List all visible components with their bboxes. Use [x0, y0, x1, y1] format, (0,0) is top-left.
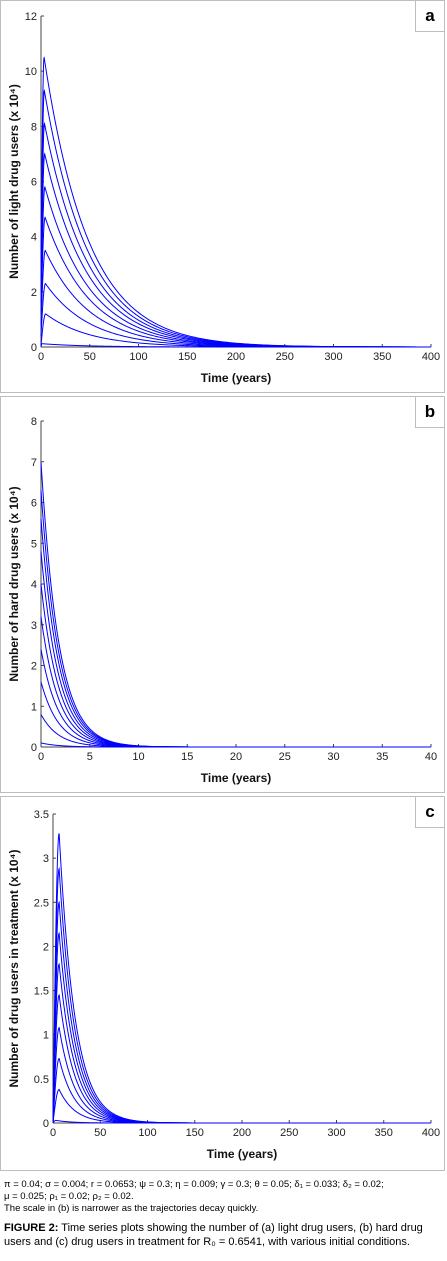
series-line	[40, 343, 431, 348]
y-tick-label: 6	[31, 498, 37, 510]
series-line	[52, 962, 431, 1124]
chart-c: 0 50 100 150 200 250 300 350 400 0 0.5 1 1.5 2 2.5 3 3.5…	[7, 809, 440, 1161]
y-tick-label: 6	[31, 177, 37, 189]
y-tick-label: 1	[43, 1030, 49, 1042]
x-tick-label: 200	[227, 351, 245, 363]
x-tick-label: 0	[50, 1127, 56, 1139]
x-tick-label: 100	[138, 1127, 156, 1139]
panel-b: 0 5 10 15 20 25 30 35 40 0 1 2 3 4 5 6 7 8 Time (years) Num…	[0, 396, 445, 793]
x-tick-label: 200	[233, 1127, 251, 1139]
x-tick-label: 20	[230, 751, 242, 763]
y-tick-label: 2	[31, 661, 37, 673]
x-tick-label: 5	[87, 751, 93, 763]
series-line	[40, 121, 431, 348]
y-tick-label: 10	[25, 66, 37, 78]
y-axis-label: Number of drug users in treatment (x 10⁴…	[7, 850, 21, 1088]
y-tick-label: 7	[31, 457, 37, 469]
y-tick-label: 4	[31, 232, 37, 244]
x-tick-label: 400	[422, 351, 440, 363]
x-tick-label: 350	[375, 1127, 393, 1139]
series-line	[40, 649, 431, 748]
series-line	[40, 490, 431, 748]
x-tick-label: 30	[327, 751, 339, 763]
panel-a: 0 50 100 150 200 250 300 350 400 0 2 4 6 8 10 12 Time (y…	[0, 0, 445, 393]
figure-caption: FIGURE 2: Time series plots showing the …	[4, 1222, 444, 1249]
y-tick-label: 3	[31, 620, 37, 632]
series-line	[40, 551, 431, 748]
y-tick-label: 12	[25, 11, 37, 23]
series-line	[52, 900, 431, 1124]
parameters-line-1: π = 0.04; σ = 0.004; r = 0.0653; ψ = 0.3…	[4, 1179, 384, 1190]
y-tick-label: 0	[31, 742, 37, 754]
series-line	[40, 56, 431, 348]
y-tick-label: 2.5	[34, 897, 49, 909]
y-axis-label: Number of hard drug users (x 10⁴)	[7, 486, 21, 681]
y-tick-label: 4	[31, 579, 37, 591]
x-axis-label: Time (years)	[207, 1147, 277, 1161]
y-tick-label: 8	[31, 416, 37, 428]
x-tick-label: 0	[38, 351, 44, 363]
chart-b: 0 5 10 15 20 25 30 35 40 0 1 2 3 4 5 6 7 8 Time (years) Num…	[7, 416, 437, 785]
y-tick-label: 8	[31, 121, 37, 133]
series-line	[40, 518, 431, 748]
x-tick-label: 100	[129, 351, 147, 363]
series-line	[52, 993, 431, 1124]
x-tick-label: 400	[422, 1127, 440, 1139]
y-tick-label: 1.5	[34, 986, 49, 998]
series-line	[52, 1057, 431, 1124]
x-tick-label: 150	[178, 351, 196, 363]
x-tick-label: 250	[280, 1127, 298, 1139]
series-line	[52, 833, 431, 1124]
y-tick-label: 3.5	[34, 809, 49, 821]
series-line	[52, 931, 431, 1124]
x-tick-label: 15	[181, 751, 193, 763]
y-tick-label: 5	[31, 538, 37, 550]
y-tick-label: 0	[43, 1118, 49, 1130]
x-tick-label: 35	[376, 751, 388, 763]
x-tick-label: 50	[94, 1127, 106, 1139]
parameter-footnote: π = 0.04; σ = 0.004; r = 0.0653; ψ = 0.3…	[4, 1179, 444, 1215]
series-line	[40, 742, 431, 748]
x-tick-label: 25	[279, 751, 291, 763]
series-line	[40, 583, 431, 748]
x-tick-label: 350	[373, 351, 391, 363]
parameters-line-2: μ = 0.025; ρ₁ = 0.02; ρ₂ = 0.02.	[4, 1191, 134, 1202]
x-tick-label: 50	[84, 351, 96, 363]
caption-text: Time series plots showing the number of …	[4, 1222, 423, 1248]
y-tick-label: 1	[31, 701, 37, 713]
x-tick-label: 300	[324, 351, 342, 363]
x-axis-label: Time (years)	[201, 771, 271, 785]
y-tick-label: 0.5	[34, 1074, 49, 1086]
y-tick-label: 2	[43, 941, 49, 953]
panel-a-letter: a	[415, 1, 444, 32]
x-axis-label: Time (years)	[201, 371, 271, 385]
y-tick-label: 0	[31, 342, 37, 354]
x-tick-label: 250	[276, 351, 294, 363]
panel-c-letter: c	[415, 797, 444, 828]
x-tick-label: 40	[425, 751, 437, 763]
y-tick-label: 3	[43, 853, 49, 865]
y-axis-label: Number of light drug users (x 10⁴)	[7, 84, 21, 279]
series-line	[52, 1026, 431, 1124]
chart-a: 0 50 100 150 200 250 300 350 400 0 2 4 6 8 10 12 Time (y…	[7, 11, 440, 385]
series-line	[52, 867, 431, 1124]
series-line	[52, 1119, 431, 1124]
x-tick-label: 10	[132, 751, 144, 763]
panel-b-letter: b	[415, 397, 444, 428]
series-line	[40, 185, 431, 348]
x-tick-label: 150	[186, 1127, 204, 1139]
x-tick-label: 300	[327, 1127, 345, 1139]
caption-label: FIGURE 2:	[4, 1222, 59, 1234]
x-tick-label: 0	[38, 751, 44, 763]
series-line	[40, 461, 431, 748]
scale-note: The scale in (b) is narrower as the traj…	[4, 1203, 259, 1214]
y-tick-label: 2	[31, 287, 37, 299]
series-line	[40, 616, 431, 748]
panel-c: 0 50 100 150 200 250 300 350 400 0 0.5 1 1.5 2 2.5 3 3.5…	[0, 796, 445, 1171]
